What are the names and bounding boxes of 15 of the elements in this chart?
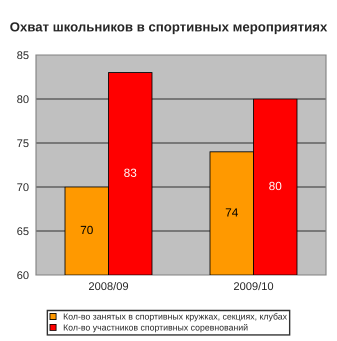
y-tick-label: 75: [17, 139, 29, 148]
y-tick-label: 70: [17, 183, 29, 192]
y-tick-label: 60: [17, 271, 29, 280]
data-label: 83: [124, 168, 136, 177]
x-tick-label: 2009/10: [234, 282, 274, 290]
data-label: 74: [226, 208, 238, 216]
x-tick-label: 2008/09: [88, 282, 128, 290]
data-label: 70: [80, 226, 93, 234]
data-label: 80: [269, 182, 282, 190]
legend-label: Кол-во участников спортивных соревнований: [64, 324, 248, 332]
y-tick-label: 65: [17, 227, 29, 236]
y-tick-label: 85: [17, 51, 29, 60]
y-tick-label: 80: [17, 95, 29, 104]
chart-title: Охват школьников в спортивных мероприятиях: [10, 22, 328, 34]
legend-label: Кол-во занятых в спортивных кружках, секциях, клубах: [64, 313, 287, 322]
